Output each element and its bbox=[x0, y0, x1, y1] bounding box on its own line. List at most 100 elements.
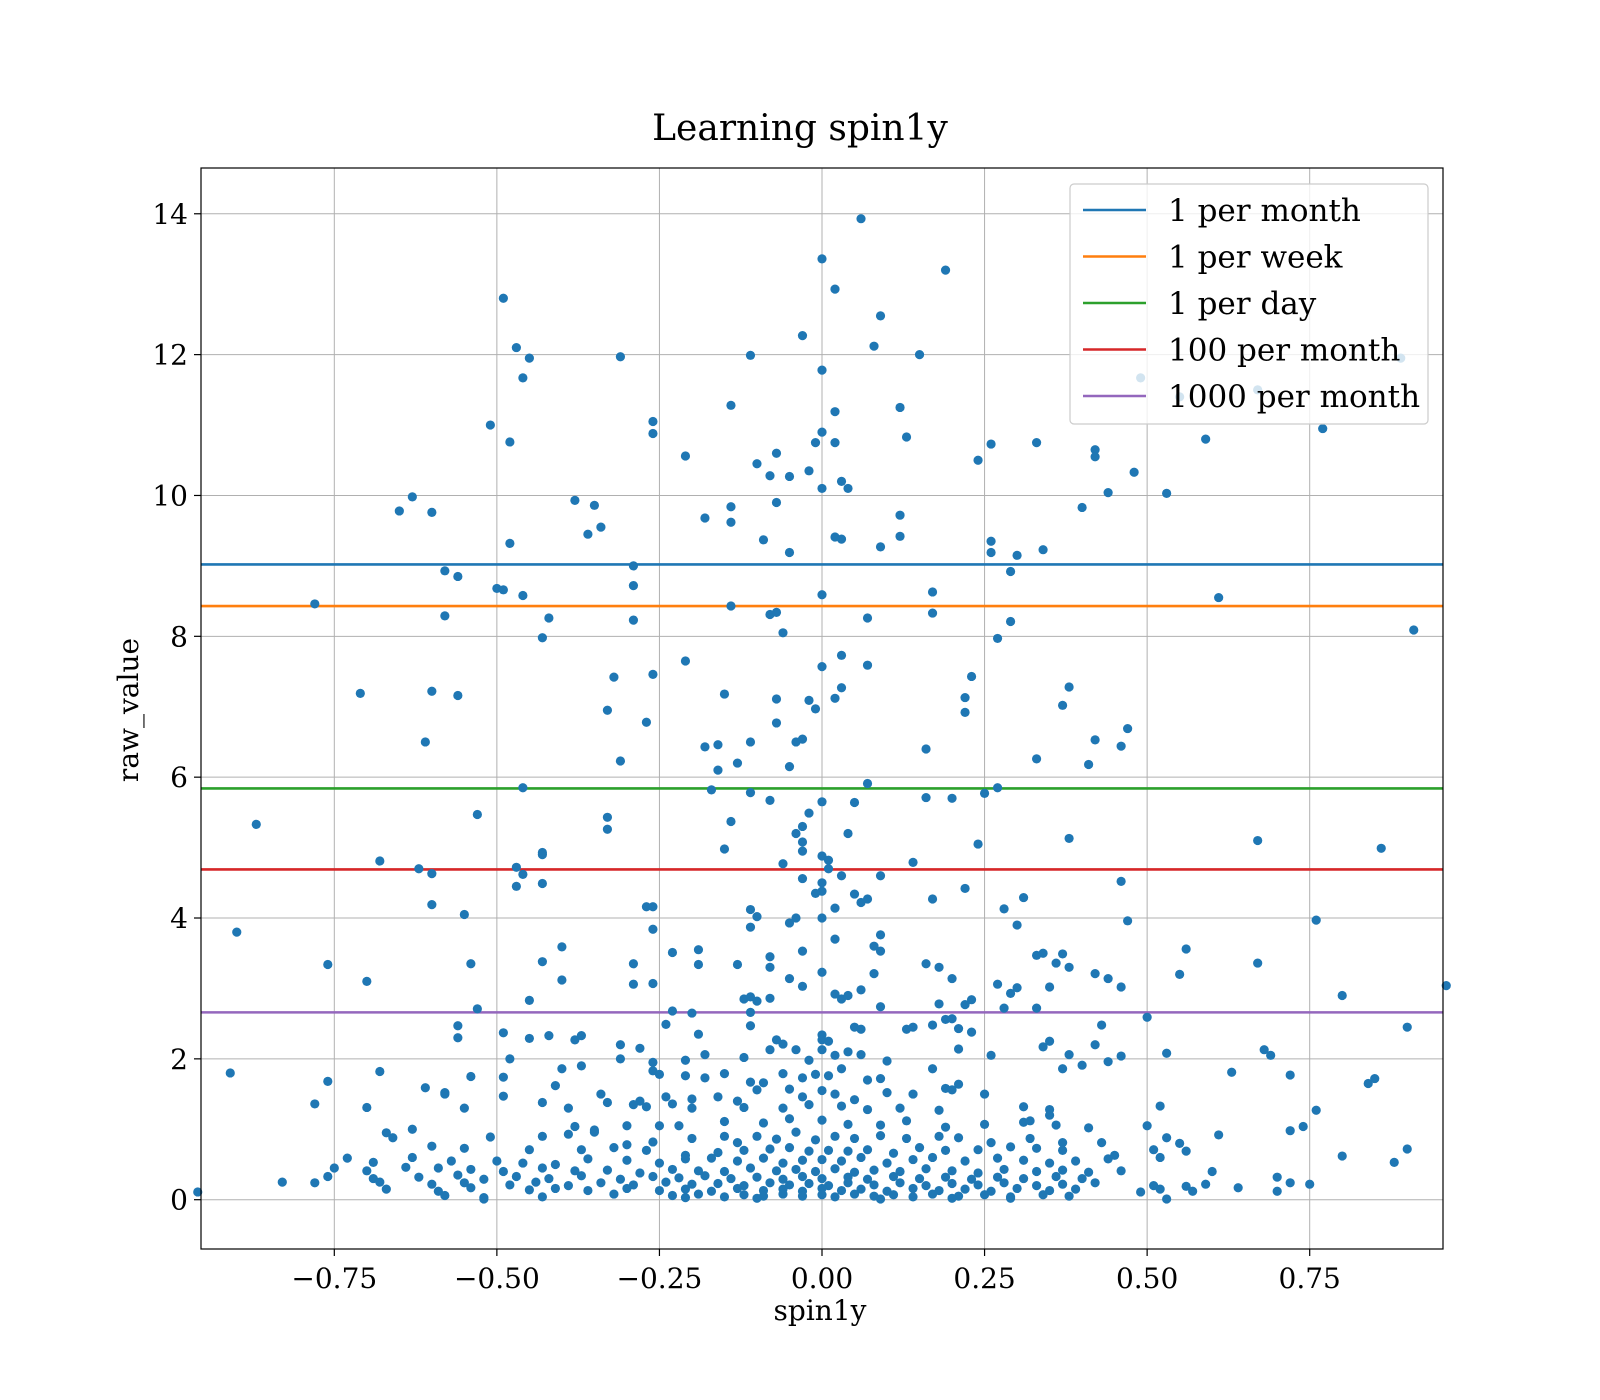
data-point bbox=[784, 471, 795, 482]
data-point bbox=[1116, 1166, 1126, 1176]
data-point bbox=[466, 1164, 476, 1175]
chart-title: Learning spin1y bbox=[652, 108, 948, 149]
data-point bbox=[901, 1133, 912, 1144]
data-point bbox=[485, 1132, 495, 1142]
data-point bbox=[427, 1179, 437, 1189]
data-point bbox=[511, 342, 521, 353]
data-point bbox=[778, 1039, 788, 1049]
data-point bbox=[375, 1066, 385, 1077]
data-point bbox=[1311, 1105, 1321, 1115]
data-point bbox=[934, 1131, 944, 1141]
data-point bbox=[797, 873, 808, 884]
data-point bbox=[817, 1173, 827, 1184]
data-point bbox=[1018, 892, 1029, 903]
data-point bbox=[719, 1192, 730, 1202]
data-point bbox=[895, 1166, 905, 1177]
data-point bbox=[609, 1142, 619, 1153]
data-point bbox=[908, 1154, 918, 1165]
data-point bbox=[843, 990, 853, 1001]
data-point bbox=[817, 1045, 827, 1055]
data-point bbox=[381, 1184, 391, 1194]
data-point bbox=[1044, 1110, 1055, 1120]
data-point bbox=[765, 1178, 775, 1188]
data-point bbox=[1129, 467, 1139, 477]
data-point bbox=[687, 1008, 697, 1018]
data-point bbox=[1305, 1179, 1315, 1189]
data-point bbox=[524, 353, 534, 363]
data-point bbox=[518, 1158, 528, 1168]
data-point bbox=[966, 995, 977, 1005]
data-point bbox=[739, 1052, 749, 1063]
data-point bbox=[1175, 1138, 1185, 1148]
data-point bbox=[1057, 1064, 1068, 1074]
data-point bbox=[1038, 545, 1048, 555]
data-point bbox=[446, 1156, 456, 1166]
data-point bbox=[693, 1029, 704, 1039]
data-point bbox=[726, 400, 736, 410]
data-point bbox=[973, 839, 983, 849]
data-point bbox=[765, 1144, 775, 1154]
data-point bbox=[921, 1181, 931, 1191]
data-point bbox=[986, 1138, 996, 1148]
data-point bbox=[700, 513, 710, 523]
data-point bbox=[771, 607, 782, 617]
data-point bbox=[596, 1089, 606, 1099]
data-point bbox=[628, 979, 639, 989]
data-point bbox=[537, 1097, 547, 1108]
data-point bbox=[947, 1166, 957, 1176]
data-point bbox=[583, 1185, 593, 1196]
data-point bbox=[817, 878, 827, 888]
data-point bbox=[323, 1171, 333, 1182]
data-point bbox=[1018, 1173, 1029, 1184]
data-point bbox=[895, 510, 905, 520]
data-point bbox=[921, 744, 931, 754]
data-point bbox=[1162, 1194, 1172, 1204]
data-point bbox=[797, 946, 808, 956]
data-point bbox=[927, 1152, 938, 1163]
data-point bbox=[524, 1033, 534, 1044]
data-point bbox=[550, 1081, 560, 1091]
data-point bbox=[1116, 1051, 1126, 1061]
data-point bbox=[1018, 1155, 1029, 1165]
data-point bbox=[661, 1092, 671, 1102]
data-point bbox=[830, 407, 840, 417]
data-point bbox=[791, 828, 801, 839]
data-point bbox=[368, 1157, 378, 1167]
data-point bbox=[908, 1089, 918, 1099]
data-point bbox=[498, 1072, 508, 1082]
data-point bbox=[505, 1054, 515, 1064]
data-point bbox=[947, 1178, 957, 1189]
data-point bbox=[628, 561, 639, 571]
data-point bbox=[1253, 958, 1263, 968]
data-point bbox=[628, 959, 639, 969]
data-point bbox=[641, 1145, 652, 1156]
data-point bbox=[966, 1174, 977, 1184]
data-point bbox=[1389, 1157, 1399, 1167]
data-point bbox=[602, 1097, 613, 1108]
data-point bbox=[1031, 1181, 1042, 1191]
data-point bbox=[953, 1044, 964, 1054]
data-point bbox=[1090, 735, 1100, 745]
data-point bbox=[1090, 1040, 1100, 1050]
data-point bbox=[1123, 723, 1133, 734]
data-point bbox=[576, 1031, 587, 1041]
data-point bbox=[505, 437, 515, 447]
data-point bbox=[960, 883, 970, 894]
data-point bbox=[518, 373, 528, 383]
data-point bbox=[745, 1007, 756, 1017]
data-point bbox=[817, 1154, 827, 1165]
data-point bbox=[498, 585, 508, 595]
data-point bbox=[817, 1190, 827, 1200]
data-point bbox=[999, 1178, 1009, 1188]
data-point bbox=[817, 851, 827, 861]
data-point bbox=[1376, 843, 1386, 853]
data-point bbox=[1077, 1173, 1087, 1184]
data-point bbox=[875, 1194, 886, 1204]
legend-label: 1 per week bbox=[1168, 240, 1343, 276]
data-point bbox=[654, 1158, 665, 1168]
data-point bbox=[1285, 1178, 1295, 1188]
data-point bbox=[875, 1120, 886, 1130]
data-point bbox=[999, 1003, 1009, 1013]
data-point bbox=[362, 976, 372, 986]
data-point bbox=[895, 402, 905, 413]
